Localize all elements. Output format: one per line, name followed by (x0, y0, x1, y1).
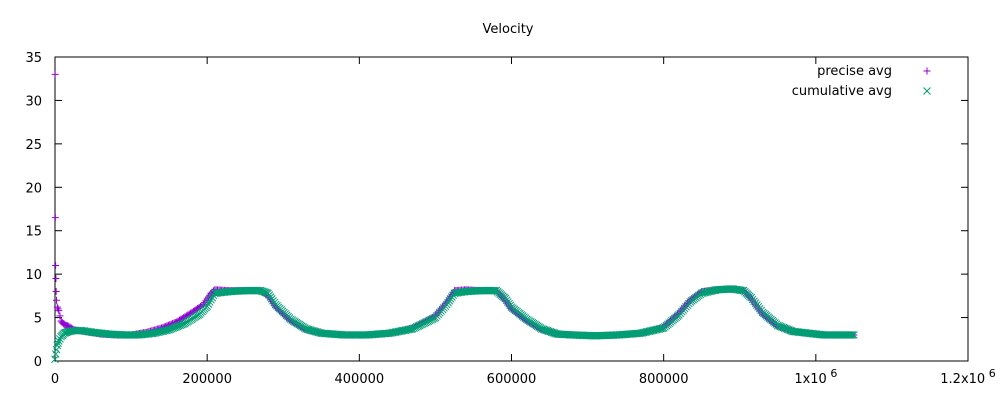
precise-avg-point (53, 303, 61, 311)
cumulative-avg-point (780, 324, 789, 333)
precise-avg-point (53, 296, 61, 304)
cumulative-avg-point (165, 325, 173, 334)
cumulative-avg-point (174, 322, 183, 330)
cumulative-avg-point (163, 326, 172, 334)
precise-avg-point (55, 307, 63, 315)
precise-avg-point (52, 261, 60, 269)
y-tick-label: 15 (25, 225, 42, 240)
x-tick-label-base: 1.2x10 (940, 372, 985, 387)
cumulative-avg-point (847, 331, 855, 339)
cumulative-avg-point (538, 325, 546, 333)
cumulative-avg-point (53, 341, 62, 350)
cumulative-avg-point (169, 324, 178, 332)
cumulative-avg-point (166, 325, 175, 334)
legend-marker-cumulative (923, 87, 931, 95)
cumulative-avg-point (172, 323, 180, 331)
y-tick-label: 25 (25, 138, 42, 153)
cumulative-avg-point (850, 331, 858, 339)
legend-label-precise: precise avg (817, 64, 892, 79)
x-tick-label-base: 600000 (487, 372, 537, 387)
series-cumulative-avg (51, 285, 858, 364)
cumulative-avg-point (736, 286, 745, 295)
x-tick-label: 0 (51, 372, 59, 387)
precise-avg-point (52, 288, 60, 296)
cumulative-avg-point (549, 328, 557, 337)
cumulative-avg-point (785, 325, 793, 334)
cumulative-avg-point (544, 327, 553, 336)
cumulative-avg-point (782, 324, 790, 333)
cumulative-avg-point (204, 300, 213, 308)
y-tick-label: 10 (25, 268, 42, 283)
x-tick-label-base: 200000 (182, 372, 232, 387)
x-tick-label-base: 1x10 (794, 372, 827, 387)
cumulative-avg-point (56, 334, 64, 343)
x-tick-exponent: 6 (985, 367, 996, 380)
x-tick-label: 600000 (487, 372, 537, 387)
y-tick-label: 35 (25, 51, 42, 66)
legend: precise avg cumulative avg (792, 64, 931, 99)
cumulative-avg-point (176, 321, 185, 330)
cumulative-avg-point (177, 320, 186, 329)
x-tick-label: 800000 (639, 372, 689, 387)
chart-title: Velocity (483, 22, 534, 37)
cumulative-avg-point (539, 325, 548, 334)
cumulative-avg-point (775, 322, 784, 330)
cumulative-avg-point (542, 326, 550, 335)
cumulative-avg-point (173, 322, 182, 331)
cumulative-avg-point (491, 286, 499, 295)
cumulative-avg-point (205, 298, 214, 306)
x-tick-label: 1.2x10 6 (940, 367, 995, 387)
cumulative-avg-point (547, 328, 556, 337)
cumulative-avg-point (656, 324, 665, 333)
x-tick-label-base: 800000 (639, 372, 689, 387)
cumulative-avg-point (203, 302, 212, 311)
cumulative-avg-point (546, 327, 555, 336)
cumulative-avg-point (168, 324, 176, 333)
cumulative-avg-point (848, 331, 857, 339)
legend-marker-precise (923, 67, 931, 75)
series-layer (51, 70, 858, 364)
x-tick-label: 1x10 6 (794, 367, 837, 387)
cumulative-avg-point (779, 323, 788, 332)
x-tick-label-base: 0 (51, 372, 59, 387)
cumulative-avg-point (778, 323, 786, 331)
cumulative-avg-point (54, 339, 62, 348)
cumulative-avg-point (54, 337, 63, 345)
precise-avg-point (51, 214, 59, 222)
precise-avg-point (54, 305, 62, 313)
cumulative-avg-point (405, 325, 414, 334)
precise-avg-point (52, 274, 60, 282)
precise-avg-point (51, 70, 59, 78)
cumulative-avg-point (783, 325, 792, 334)
cumulative-avg-point (170, 323, 179, 332)
cumulative-avg-point (407, 325, 416, 333)
cumulative-avg-point (207, 295, 215, 304)
y-tick-label: 5 (34, 312, 42, 327)
y-tick-label: 0 (34, 355, 42, 370)
x-tick-label: 200000 (182, 372, 232, 387)
x-tick-exponent: 6 (827, 367, 838, 380)
cumulative-avg-point (540, 325, 549, 334)
precise-avg-point (56, 312, 64, 320)
legend-label-cumulative: cumulative avg (792, 84, 892, 99)
y-tick-label: 30 (25, 94, 42, 109)
axes: 0 5 10 15 20 25 30 35 0 200000 400000 600000 800000 1… (25, 51, 995, 387)
cumulative-avg-point (776, 322, 785, 331)
cumulative-avg-point (773, 321, 782, 330)
x-tick-label: 400000 (335, 372, 385, 387)
x-tick-label-base: 400000 (335, 372, 385, 387)
cumulative-avg-point (543, 326, 552, 335)
y-tick-label: 20 (25, 181, 42, 196)
